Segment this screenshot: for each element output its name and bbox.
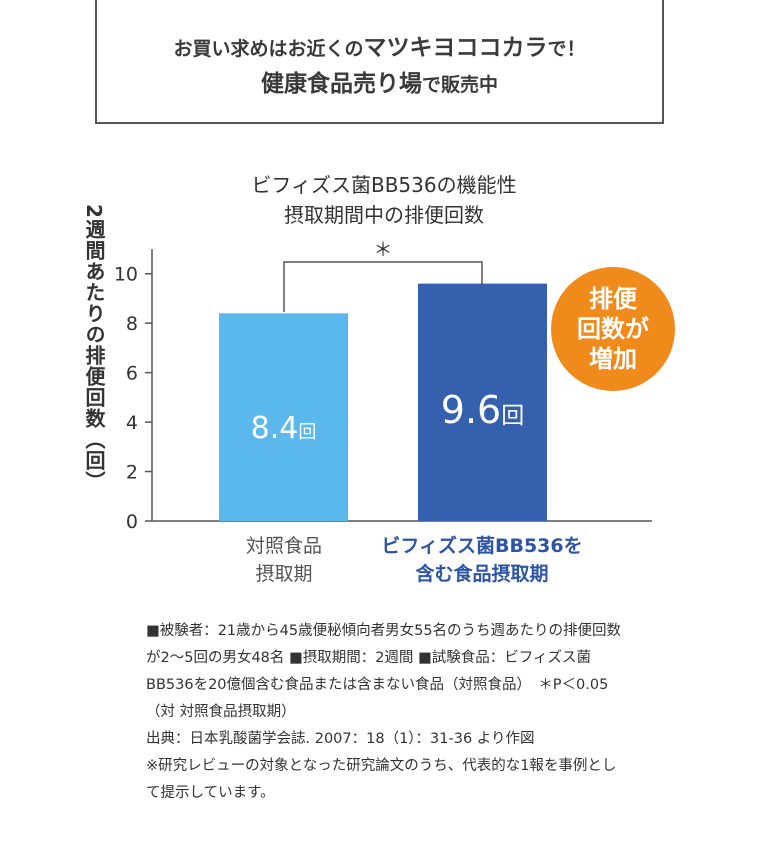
y-tick-label: 8 <box>126 313 138 335</box>
badge-line2: 回数が <box>577 315 649 343</box>
store-banner: お買い求めはお近くのマツキヨココカラで！ 健康食品売り場で販売中 <box>95 0 664 124</box>
x-category-label: ビフィズス菌BB536を <box>381 534 582 557</box>
increase-badge: 排便 回数が 増加 <box>551 267 675 391</box>
badge-line1: 排便 <box>589 285 637 313</box>
banner-line2-post: で販売中 <box>421 74 498 96</box>
banner-line1-post: で！ <box>547 38 586 60</box>
study-notes: ■被験者：21歳から45歳便秘傾向者男女55名のうち週あたりの排便回数が2～5回… <box>146 618 626 807</box>
notes-source: 出典：日本乳酸菌学会誌. 2007：18（1）：31-36 より作図 <box>146 731 535 747</box>
y-tick-label: 4 <box>126 412 138 434</box>
chart-title-line: 摂取期間中の排便回数 <box>284 203 484 227</box>
bar-2 <box>418 283 547 521</box>
bar-value-label-2: 9.6回 <box>441 388 524 432</box>
badge-line3: 増加 <box>589 345 637 373</box>
notes-study-details: ■被験者：21歳から45歳便秘傾向者男女55名のうち週あたりの排便回数が2～5回… <box>146 623 622 720</box>
y-tick-label: 6 <box>126 363 138 385</box>
banner-line1-pre: お買い求めはお近くの <box>173 38 364 60</box>
x-category-label: 対照食品 <box>246 535 322 557</box>
y-tick-label: 0 <box>126 511 138 533</box>
banner-line2-main: 健康食品売り場 <box>260 71 422 97</box>
notes-disclaimer: ※研究レビューの対象となった研究論文のうち、代表的な1報を事例として提示していま… <box>146 758 617 801</box>
bar-1 <box>219 313 348 521</box>
x-category-label: 含む食品摂取期 <box>415 562 548 585</box>
y-axis-label: 2週間あたりの排便回数（回） <box>82 204 106 492</box>
banner-brand: マツキヨココカラ <box>363 35 548 61</box>
banner-line2: 健康食品売り場で販売中 <box>97 64 662 98</box>
x-category-label: 摂取期 <box>255 563 312 585</box>
bar-value-label-1: 8.4回 <box>251 411 317 446</box>
y-tick-label: 2 <box>126 462 138 484</box>
significance-marker: ＊ <box>373 239 392 261</box>
chart-title-line: ビフィズス菌BB536の機能性 <box>251 173 516 197</box>
y-tick-label: 10 <box>114 264 138 286</box>
significance-bracket <box>283 261 483 312</box>
banner-line1: お買い求めはお近くのマツキヨココカラで！ <box>97 28 662 62</box>
